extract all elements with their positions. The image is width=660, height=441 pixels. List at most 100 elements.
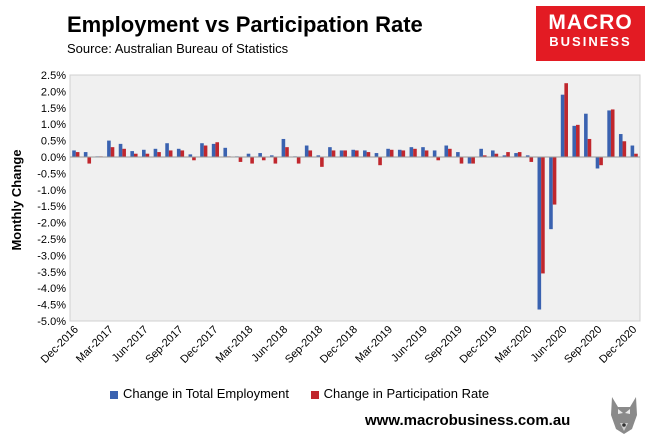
employment-bar	[549, 157, 553, 230]
macro-business-logo: MACRO BUSINESS	[536, 6, 645, 61]
legend: Change in Total Employment Change in Par…	[110, 386, 507, 401]
employment-bar	[595, 157, 600, 169]
y-axis-ticks: 2.5% 2.0% 1.5% 1.0% 0.5% 0.0% -0.5% -1.0% -1.5% -…	[37, 70, 66, 328]
participation-bar	[331, 150, 336, 157]
legend-swatch-participation	[310, 390, 319, 399]
employment-bar	[83, 152, 88, 157]
employment-bar	[211, 143, 216, 157]
legend-item-participation: Change in Participation Rate	[310, 386, 490, 401]
y-tick-label: 1.5%	[41, 103, 66, 115]
employment-bar	[514, 153, 518, 157]
y-axis-label: Monthly Change	[9, 149, 24, 250]
employment-bar	[630, 145, 635, 157]
employment-bar	[374, 153, 379, 157]
participation-bar	[122, 148, 126, 157]
employment-bar	[130, 151, 134, 157]
participation-bar	[587, 138, 592, 157]
participation-bar	[273, 157, 278, 164]
participation-bar	[424, 150, 429, 157]
employment-bar	[165, 143, 169, 157]
employment-bar	[72, 150, 76, 157]
participation-bar	[378, 157, 382, 166]
participation-bar	[168, 150, 173, 157]
y-tick-label: -1.0%	[37, 185, 66, 197]
participation-bar	[285, 147, 289, 157]
y-tick-label: 0.5%	[41, 136, 66, 148]
participation-bar	[87, 157, 92, 164]
participation-bar	[308, 150, 313, 157]
participation-bar	[471, 157, 475, 164]
employment-bar	[409, 147, 414, 157]
employment-bar	[142, 149, 146, 157]
participation-bar	[576, 124, 580, 157]
y-tick-label: -1.5%	[37, 201, 66, 213]
y-tick-label: -5.0%	[37, 316, 66, 328]
employment-bar	[351, 149, 355, 157]
employment-bar	[607, 110, 611, 157]
participation-bar	[133, 153, 138, 157]
participation-bar	[343, 150, 347, 157]
participation-bar	[157, 152, 161, 157]
source-note: Source: Australian Bureau of Statistics	[67, 41, 289, 56]
x-tick-label: Dec-2017	[178, 324, 220, 366]
employment-bar	[618, 134, 623, 157]
participation-bar	[494, 153, 499, 157]
participation-bar	[75, 152, 80, 157]
employment-bar	[328, 147, 332, 157]
participation-bar	[599, 157, 603, 166]
legend-label-participation: Change in Participation Rate	[323, 386, 490, 401]
employment-bar	[444, 145, 449, 157]
y-tick-label: -2.0%	[37, 218, 66, 230]
employment-bar	[490, 150, 495, 157]
y-tick-label: -0.5%	[37, 168, 66, 180]
participation-bar	[436, 157, 441, 161]
employment-bar	[258, 153, 262, 157]
employment-bar	[560, 94, 565, 157]
x-tick-label: Mar-2017	[74, 324, 116, 366]
participation-bar	[622, 141, 627, 157]
participation-bar	[145, 153, 150, 157]
participation-bar	[215, 142, 220, 157]
participation-bar	[610, 109, 615, 157]
wolf-mascot-icon	[611, 397, 637, 434]
employment-bar	[118, 143, 123, 157]
participation-bar	[413, 148, 417, 157]
employment-bar	[525, 155, 530, 157]
footer-url: www.macrobusiness.com.au	[365, 412, 571, 429]
employment-bar	[269, 155, 274, 157]
x-tick-label: Mar-2019	[353, 324, 395, 366]
participation-bar	[366, 152, 371, 157]
x-tick-label: Mar-2018	[214, 324, 256, 366]
y-tick-label: -3.5%	[37, 267, 66, 279]
employment-bar	[467, 157, 472, 164]
employment-bar	[153, 148, 158, 157]
participation-bar	[482, 155, 487, 157]
logo-line2: BUSINESS	[549, 34, 632, 49]
participation-bar	[401, 150, 406, 157]
participation-bar	[238, 157, 243, 162]
participation-bar	[634, 153, 638, 157]
participation-bar	[564, 83, 568, 157]
x-tick-label: Dec-2018	[318, 324, 360, 366]
participation-bar	[506, 152, 510, 157]
y-tick-label: 2.0%	[41, 86, 66, 98]
employment-bar	[397, 149, 402, 157]
employment-bar	[386, 148, 390, 157]
participation-bar	[180, 150, 185, 157]
legend-swatch-employment	[110, 390, 118, 399]
employment-bar	[502, 155, 507, 157]
y-tick-label: -3.0%	[37, 250, 66, 262]
legend-item-employment: Change in Total Employment	[110, 386, 289, 401]
bars-group	[72, 83, 638, 310]
x-tick-label: Mar-2020	[493, 324, 535, 366]
participation-bar	[203, 145, 208, 157]
participation-bar	[517, 152, 522, 157]
employment-bar	[176, 148, 181, 157]
employment-bar	[281, 138, 286, 157]
participation-bar	[448, 148, 452, 157]
employment-bar	[107, 140, 111, 157]
employment-bar	[572, 125, 577, 157]
employment-bar	[363, 150, 367, 157]
participation-bar	[355, 150, 359, 157]
